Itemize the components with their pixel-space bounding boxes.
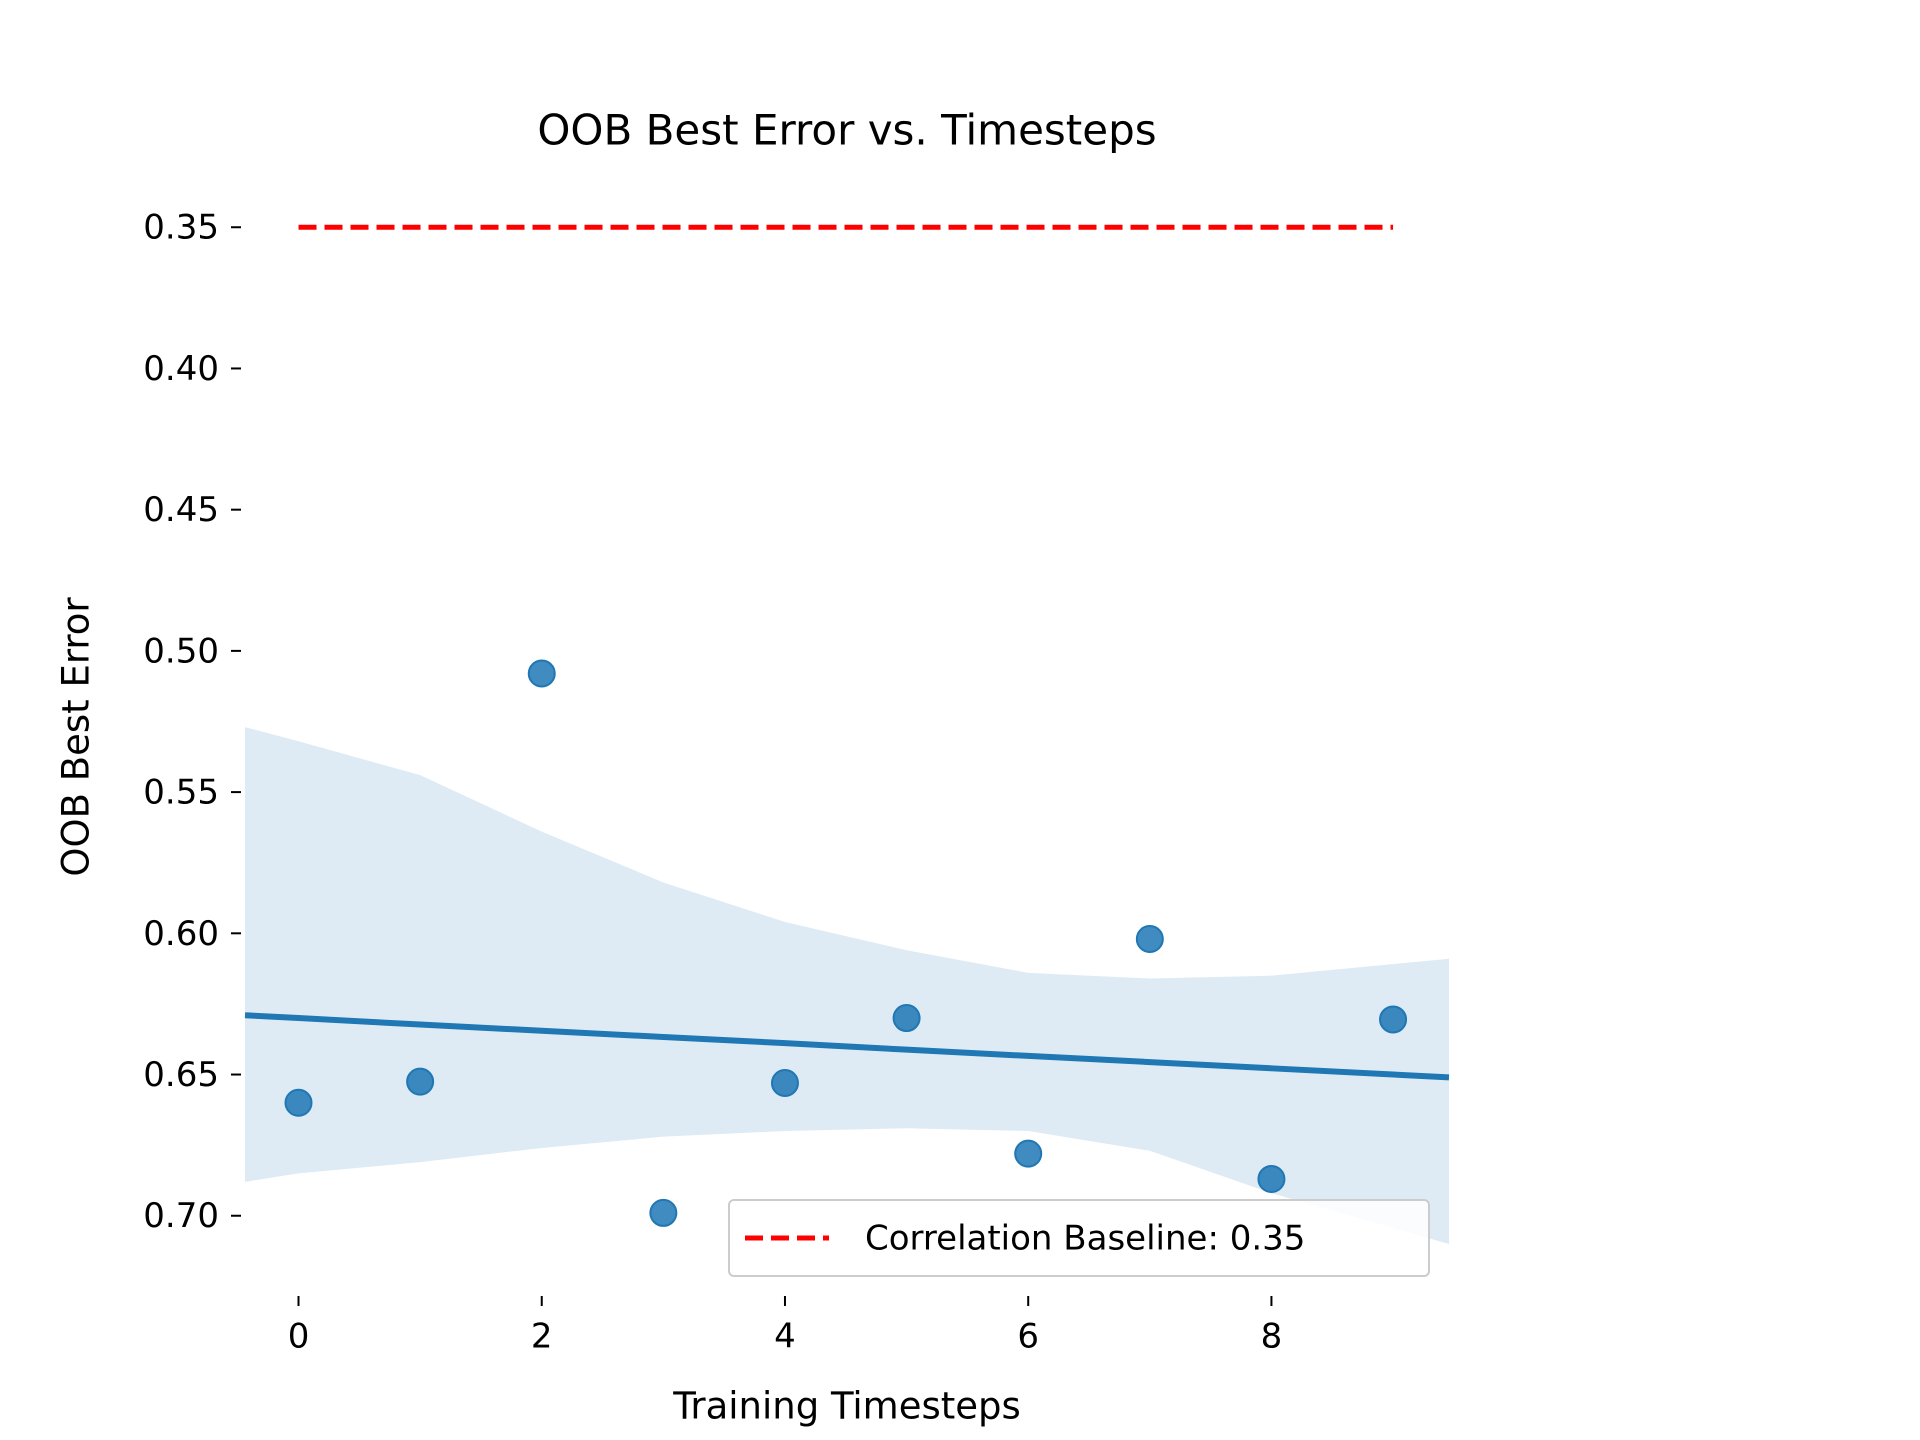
point [406,1067,435,1096]
chart-title: OOB Best Error vs. Timesteps [537,106,1156,155]
x-tick-label: 6 [1017,1317,1039,1357]
x-tick-label: 8 [1261,1317,1283,1357]
y-tick-label: 0.70 [143,1196,219,1236]
point [1135,924,1164,953]
point [649,1198,678,1227]
point [527,659,556,688]
y-axis-label: OOB Best Error [55,597,98,877]
point [284,1088,313,1117]
point [770,1069,799,1098]
legend-label: Correlation Baseline: 0.35 [865,1219,1305,1259]
y-tick-label: 0.40 [143,349,219,389]
y-tick-label: 0.45 [143,490,219,530]
legend-box [728,1199,1430,1277]
confidence-band [245,727,1449,1244]
y-tick-label: 0.65 [143,1055,219,1095]
y-tick-label: 0.55 [143,773,219,813]
y-tick-label: 0.50 [143,631,219,671]
x-tick-label: 0 [288,1317,310,1357]
regression-line [244,1012,1450,1081]
y-tick-label: 0.35 [143,208,219,248]
x-tick-label: 4 [774,1317,796,1357]
point [1014,1139,1043,1168]
y-tick-label: 0.60 [143,914,219,954]
point [892,1004,921,1033]
point [1257,1165,1286,1194]
x-axis-label: Training Timesteps [672,1385,1021,1428]
point [1379,1005,1408,1034]
x-tick-label: 2 [531,1317,553,1357]
